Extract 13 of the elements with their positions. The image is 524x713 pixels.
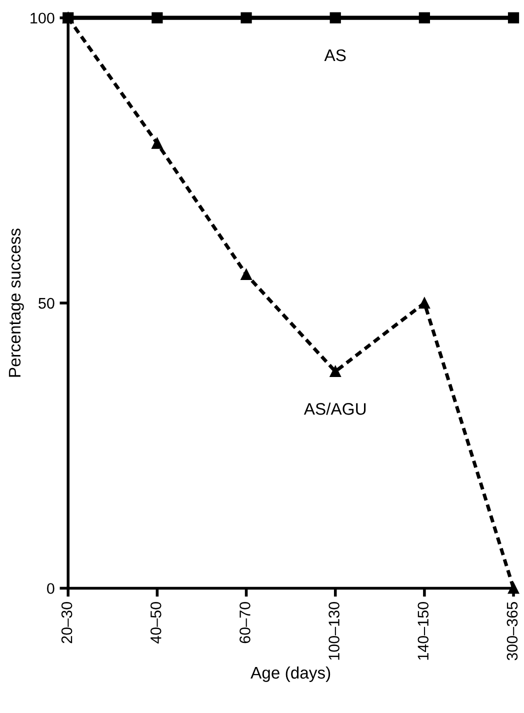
x-tick-label: 140–150: [418, 602, 429, 660]
series-label: AS/AGU: [304, 402, 366, 415]
x-tick-label: 20–30: [61, 602, 72, 644]
x-tick-label: 40–50: [150, 602, 162, 644]
x-tick-label: 300–365: [506, 602, 518, 660]
x-axis-title: Age (days): [250, 666, 330, 682]
y-tick-label: 100: [30, 12, 54, 24]
x-tick-label: 60–70: [240, 602, 250, 644]
y-axis-title: Percentage success: [8, 228, 24, 377]
y-tick-label: 50: [38, 298, 54, 309]
y-tick-label: 0: [47, 583, 54, 594]
x-tick-label: 100–130: [328, 602, 340, 660]
series-label: AS: [324, 49, 346, 62]
